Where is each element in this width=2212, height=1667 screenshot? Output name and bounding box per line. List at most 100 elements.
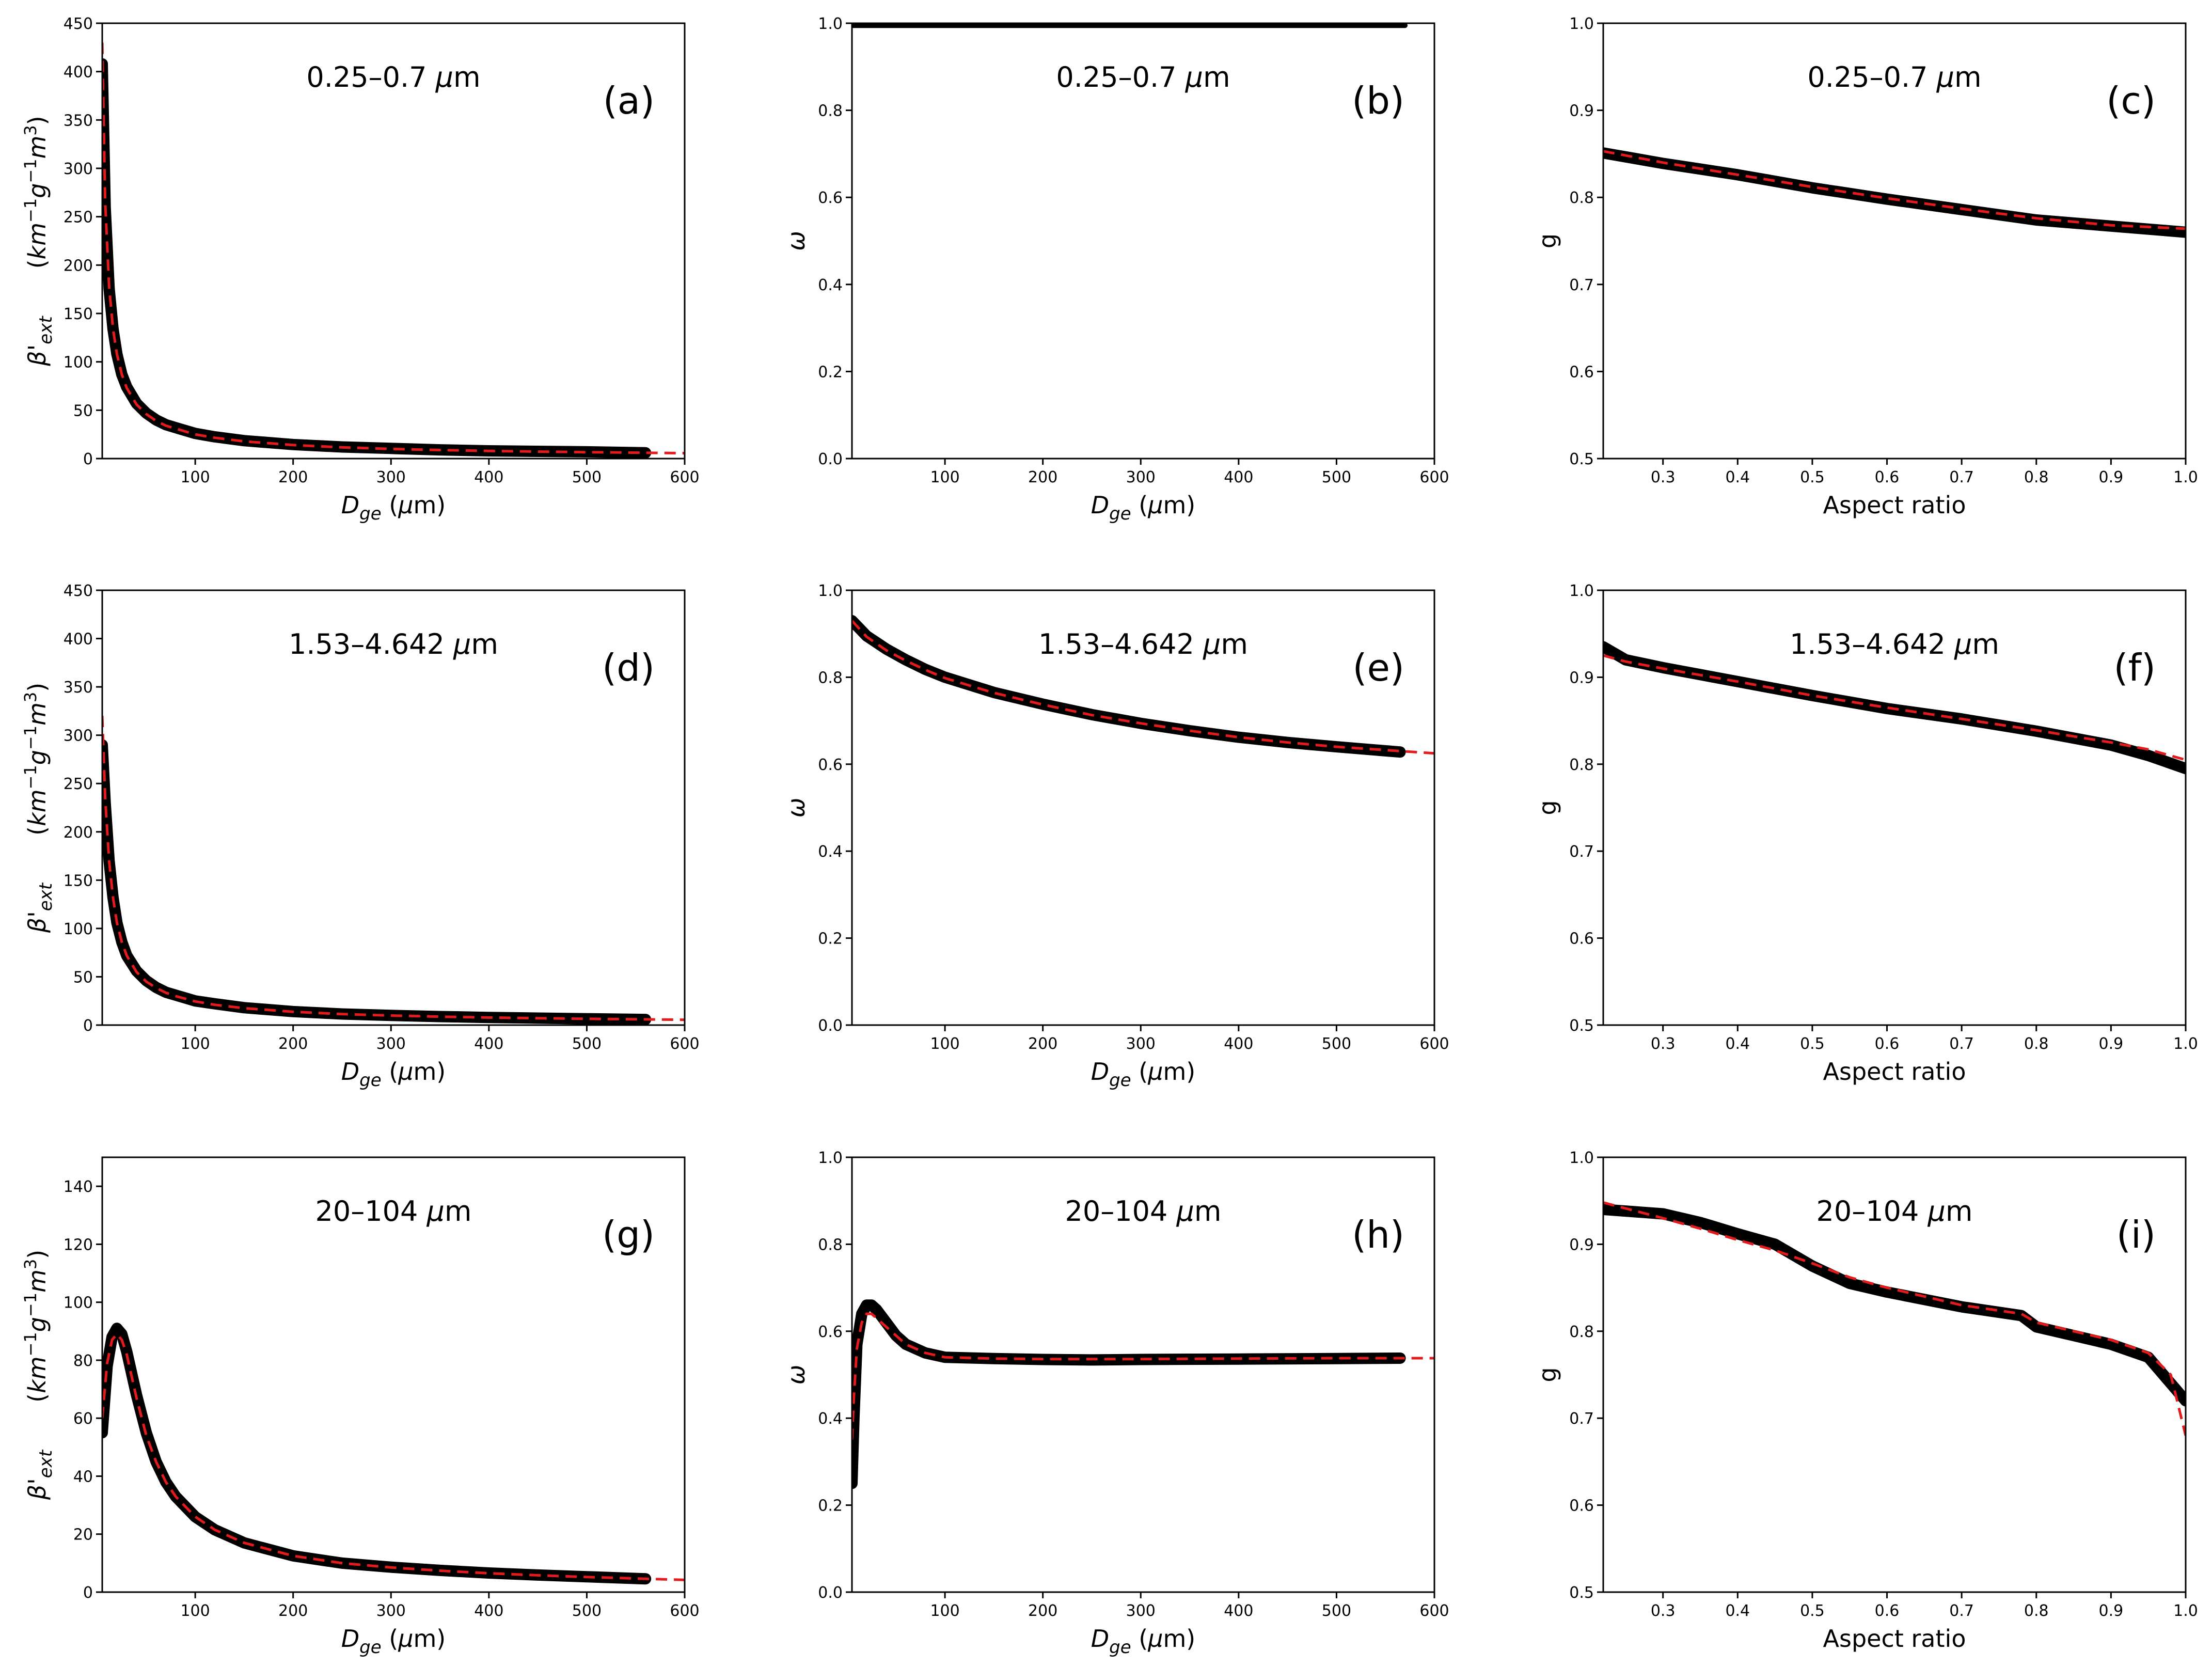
y-tick-label: 0.0 — [818, 1584, 843, 1602]
y-tick-label: 350 — [64, 679, 93, 697]
panel-d: 100 200 300 400 500 600 0 50 100 150 200 250 300 350 4… — [21, 582, 700, 1091]
x-tick-label: 500 — [1322, 1602, 1351, 1620]
x-tick-label: 0.3 — [1651, 1035, 1676, 1053]
x-tick-label: 100 — [180, 468, 210, 486]
y-tick-label: 400 — [64, 64, 93, 82]
y-tick-label: 0 — [83, 1017, 93, 1035]
y-tick-label: 250 — [64, 775, 93, 793]
x-tick-label: 0.3 — [1651, 468, 1676, 486]
y-tick-label: 0.4 — [818, 276, 843, 294]
fit-line-c — [1603, 150, 2186, 230]
y-tick-label: 0.8 — [1569, 189, 1594, 207]
y-tick-label: 0.6 — [818, 1323, 843, 1341]
axes-frame — [101, 22, 686, 460]
y-tick-label: 1.0 — [818, 1149, 843, 1167]
y-tick-label: 50 — [73, 402, 93, 420]
y-axis-label: β'ext (km−1g−1m3) — [21, 116, 56, 366]
y-tick-label: 1.0 — [1569, 1149, 1594, 1167]
x-tick-label: 0.4 — [1725, 468, 1750, 486]
y-axis-label: g — [1534, 800, 1561, 815]
y-tick-label: 1.0 — [1569, 15, 1594, 33]
y-tick-label: 0.4 — [818, 843, 843, 861]
axes-frame — [851, 1156, 1435, 1593]
x-tick-label: 100 — [180, 1602, 210, 1620]
y-tick-label: 0.0 — [818, 450, 843, 468]
panel-letter: (c) — [2106, 79, 2156, 122]
panel-letter: (b) — [1352, 79, 1404, 122]
x-axis-label: Dge (μm) — [341, 1058, 446, 1091]
x-tick-label: 100 — [930, 1602, 959, 1620]
x-tick-label: 300 — [376, 1035, 406, 1053]
y-tick-label: 0.2 — [818, 930, 843, 948]
x-tick-label: 200 — [278, 1602, 308, 1620]
panel-a: 100 200 300 400 500 600 0 50 100 150 200 250 300 350 4… — [21, 15, 700, 524]
y-tick-label: 0.7 — [1569, 1410, 1594, 1428]
y-tick-label: 400 — [64, 631, 93, 649]
y-tick-label: 0.9 — [1569, 669, 1594, 687]
band-label: 0.25–0.7 μm — [1807, 61, 1981, 93]
y-axis-label: β'ext (km−1g−1m3) — [21, 683, 56, 933]
x-tick-label: 0.4 — [1725, 1602, 1750, 1620]
band-label: 20–104 μm — [315, 1195, 472, 1228]
data-band-a — [102, 58, 652, 459]
band-label: 20–104 μm — [1065, 1195, 1222, 1228]
y-tick-label: 0.8 — [1569, 756, 1594, 774]
panel-b: 100 200 300 400 500 600 0.0 0.2 0.4 0.6 0.8 1.0 Dge … — [782, 15, 1449, 524]
panel-letter: (a) — [603, 79, 655, 122]
fit-line-d — [102, 716, 685, 1021]
x-axis-label: Dge (μm) — [341, 1625, 446, 1658]
axes-frame — [851, 22, 1435, 460]
band-label: 1.53–4.642 μm — [1790, 628, 1999, 660]
panel-i: 0.3 0.4 0.5 0.6 0.7 0.8 0.9 1.0 0.5 0.6 0.7 0.8 0.9 1… — [1534, 1149, 2198, 1653]
y-tick-label: 100 — [64, 920, 93, 938]
y-tick-label: 0.6 — [1569, 1497, 1594, 1515]
panel-f: 0.3 0.4 0.5 0.6 0.7 0.8 0.9 1.0 0.5 0.6 0.7 0.8 0.9 1… — [1534, 582, 2198, 1086]
x-tick-label: 0.6 — [1875, 468, 1900, 486]
band-label: 0.25–0.7 μm — [306, 61, 480, 93]
panel-letter: (i) — [2116, 1213, 2156, 1256]
x-tick-label: 400 — [1224, 1602, 1253, 1620]
y-tick-label: 20 — [73, 1526, 93, 1544]
y-tick-label: 0.5 — [1569, 1584, 1594, 1602]
y-tick-label: 200 — [64, 257, 93, 275]
y-tick-label: 200 — [64, 824, 93, 842]
axes-frame — [851, 589, 1435, 1026]
x-axis-label: Dge (μm) — [341, 491, 446, 524]
y-tick-label: 150 — [64, 305, 93, 323]
band-label: 1.53–4.642 μm — [1038, 628, 1248, 660]
axes-frame — [101, 589, 686, 1026]
x-tick-label: 500 — [1322, 1035, 1351, 1053]
x-tick-label: 0.9 — [2099, 1035, 2124, 1053]
x-tick-label: 200 — [1028, 468, 1057, 486]
y-tick-label: 450 — [64, 15, 93, 33]
x-axis-label: Aspect ratio — [1823, 491, 1966, 519]
y-tick-label: 0.2 — [818, 1497, 843, 1515]
x-axis-label: Dge (μm) — [1091, 1058, 1196, 1091]
y-tick-label: 100 — [64, 1294, 93, 1312]
x-axis-label: Aspect ratio — [1823, 1058, 1966, 1086]
y-tick-label: 0.8 — [1569, 1323, 1594, 1341]
x-tick-label: 0.3 — [1651, 1602, 1676, 1620]
x-tick-label: 400 — [1224, 468, 1253, 486]
x-tick-label: 0.5 — [1800, 468, 1825, 486]
x-tick-label: 500 — [572, 1602, 602, 1620]
y-tick-label: 140 — [64, 1178, 93, 1196]
x-tick-label: 300 — [1126, 1035, 1156, 1053]
x-tick-label: 1.0 — [2173, 1602, 2198, 1620]
x-tick-label: 400 — [474, 1035, 503, 1053]
panel-g: 100 200 300 400 500 600 0 20 40 60 80 100 120 140 Dge … — [21, 1156, 700, 1658]
y-tick-label: 0.7 — [1569, 276, 1594, 294]
x-tick-label: 200 — [278, 1035, 308, 1053]
x-tick-label: 400 — [474, 1602, 503, 1620]
y-tick-label: 0 — [83, 450, 93, 468]
x-tick-label: 100 — [930, 1035, 959, 1053]
y-tick-label: 0.5 — [1569, 1017, 1594, 1035]
axes-frame — [1602, 589, 2187, 1026]
y-tick-label: 0.7 — [1569, 843, 1594, 861]
y-tick-label: 450 — [64, 582, 93, 600]
axes-frame — [1602, 1156, 2187, 1593]
panel-letter: (g) — [602, 1213, 655, 1256]
y-tick-label: 120 — [64, 1236, 93, 1254]
band-label: 0.25–0.7 μm — [1056, 61, 1230, 93]
